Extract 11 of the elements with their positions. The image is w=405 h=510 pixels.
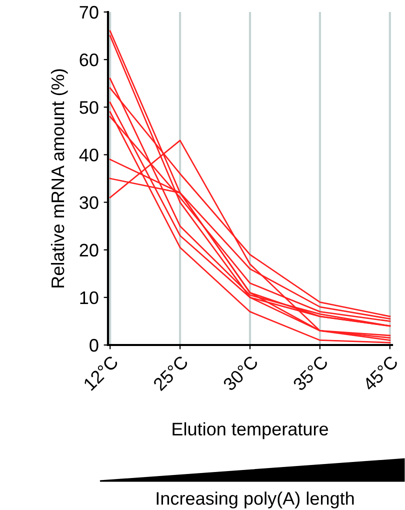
y-axis-title: Relative mRNA amount (%) <box>50 69 68 288</box>
y-tick-label: 50 <box>80 101 98 114</box>
y-tick-label: 60 <box>80 54 98 66</box>
y-tick-label: 0 <box>90 338 98 352</box>
y-tick-label: 40 <box>79 148 98 162</box>
y-tick-label: 30 <box>80 196 98 210</box>
y-tick-label: 10 <box>80 291 98 304</box>
text: Increasing poly(A) length <box>156 492 354 508</box>
y-tick-label: 20 <box>80 244 98 257</box>
x-axis-title: Elution temperature <box>172 422 328 440</box>
y-tick-label: 70 <box>80 6 98 19</box>
